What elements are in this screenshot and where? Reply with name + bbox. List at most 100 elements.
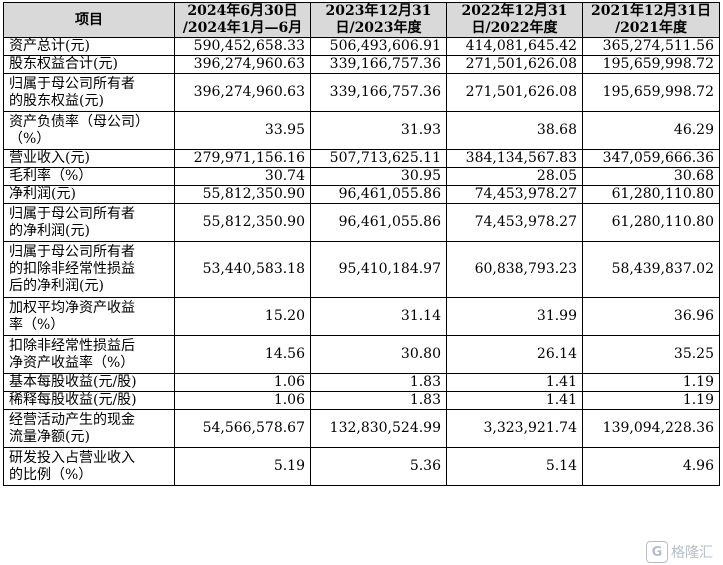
row-value: 38.68	[446, 111, 583, 150]
table-row: 净利润(元) 55,812,350.90 96,461,055.86 74,453,9…	[3, 185, 720, 204]
header-2021: 2021年12月31日 /2021年度	[582, 2, 720, 38]
row-value: 54,566,578.67	[174, 409, 311, 448]
header-2023: 2023年12月31 日/2023年度	[310, 2, 447, 38]
table-row: 稀释每股收益(元/股) 1.06 1.83 1.41 1.19	[3, 391, 720, 410]
row-label: 扣除非经常性损益后 净资产收益率（%）	[3, 335, 175, 374]
row-value: 339,166,757.36	[310, 73, 447, 112]
row-value: 396,274,960.63	[174, 73, 311, 112]
row-label: 营业收入(元)	[3, 149, 175, 168]
row-label: 股东权益合计(元)	[3, 55, 175, 74]
row-value: 590,452,658.33	[174, 37, 311, 56]
table-row: 经营活动产生的现金 流量净额(元) 54,566,578.67 132,830,52…	[3, 409, 720, 448]
financial-data-table: 项目 2024年6月30日 /2024年1月—6月 2023年12月31 日/2…	[3, 2, 720, 486]
row-label: 研发投入占营业收入 的比例（%）	[3, 447, 175, 486]
table-row: 归属于母公司所有者 的净利润(元) 55,812,350.90 96,461,055…	[3, 203, 720, 242]
row-label: 资产负债率（母公司） （%）	[3, 111, 175, 150]
table-row: 毛利率（%） 30.74 30.95 28.05 30.68	[3, 167, 720, 186]
row-value: 53,440,583.18	[174, 241, 311, 298]
row-value: 1.83	[310, 373, 447, 392]
header-2021-text: 2021年12月31日 /2021年度	[591, 3, 711, 37]
row-value: 5.36	[310, 447, 447, 486]
row-value: 30.74	[174, 167, 311, 186]
row-label: 净利润(元)	[3, 185, 175, 204]
table-row: 归属于母公司所有者 的股东权益(元) 396,274,960.63 339,166,…	[3, 73, 720, 112]
row-value: 396,274,960.63	[174, 55, 311, 74]
row-value: 384,134,567.83	[446, 149, 583, 168]
header-2023-text: 2023年12月31 日/2023年度	[325, 3, 432, 37]
table-header-row: 项目 2024年6月30日 /2024年1月—6月 2023年12月31 日/2…	[3, 2, 720, 38]
table-row: 资产总计(元) 590,452,658.33 506,493,606.91 414,0…	[3, 37, 720, 56]
row-value: 96,461,055.86	[310, 185, 447, 204]
row-value: 1.19	[582, 391, 720, 410]
row-value: 30.80	[310, 335, 447, 374]
row-value: 506,493,606.91	[310, 37, 447, 56]
row-value: 15.20	[174, 297, 311, 336]
row-value: 414,081,645.42	[446, 37, 583, 56]
row-label: 加权平均净资产收益 率（%）	[3, 297, 175, 336]
table-row: 归属于母公司所有者 的扣除非经常性损益 后的净利润(元) 53,440,583.1…	[3, 241, 720, 298]
row-value: 74,453,978.27	[446, 203, 583, 242]
watermark-text: 格隆汇	[671, 545, 713, 561]
table-row: 加权平均净资产收益 率（%） 15.20 31.14 31.99 36.96	[3, 297, 720, 336]
header-2024h1: 2024年6月30日 /2024年1月—6月	[174, 2, 311, 38]
row-value: 61,280,110.80	[582, 185, 720, 204]
row-value: 1.19	[582, 373, 720, 392]
row-label: 毛利率（%）	[3, 167, 175, 186]
row-value: 55,812,350.90	[174, 185, 311, 204]
row-value: 31.93	[310, 111, 447, 150]
row-label: 稀释每股收益(元/股)	[3, 391, 175, 410]
row-value: 60,838,793.23	[446, 241, 583, 298]
header-2022: 2022年12月31 日/2022年度	[446, 2, 583, 38]
watermark: G 格隆汇	[646, 541, 713, 563]
row-value: 26.14	[446, 335, 583, 374]
header-2024h1-text: 2024年6月30日 /2024年1月—6月	[182, 3, 303, 37]
row-value: 74,453,978.27	[446, 185, 583, 204]
row-label: 基本每股收益(元/股)	[3, 373, 175, 392]
row-value: 347,059,666.36	[582, 149, 720, 168]
row-value: 46.29	[582, 111, 720, 150]
row-label: 归属于母公司所有者 的扣除非经常性损益 后的净利润(元)	[3, 241, 175, 298]
row-value: 30.68	[582, 167, 720, 186]
row-value: 1.41	[446, 373, 583, 392]
row-value: 4.96	[582, 447, 720, 486]
row-label: 归属于母公司所有者 的净利润(元)	[3, 203, 175, 242]
row-value: 96,461,055.86	[310, 203, 447, 242]
row-value: 3,323,921.74	[446, 409, 583, 448]
row-value: 271,501,626.08	[446, 55, 583, 74]
row-value: 339,166,757.36	[310, 55, 447, 74]
row-value: 271,501,626.08	[446, 73, 583, 112]
row-value: 14.56	[174, 335, 311, 374]
row-label: 资产总计(元)	[3, 37, 175, 56]
table-row: 资产负债率（母公司） （%） 33.95 31.93 38.68 46.29	[3, 111, 720, 150]
table-row: 营业收入(元) 279,971,156.16 507,713,625.11 384,1…	[3, 149, 720, 168]
row-value: 5.14	[446, 447, 583, 486]
row-value: 95,410,184.97	[310, 241, 447, 298]
row-label: 归属于母公司所有者 的股东权益(元)	[3, 73, 175, 112]
row-value: 33.95	[174, 111, 311, 150]
header-2022-text: 2022年12月31 日/2022年度	[461, 3, 568, 37]
header-item: 项目	[3, 2, 175, 38]
row-value: 30.95	[310, 167, 447, 186]
row-label: 经营活动产生的现金 流量净额(元)	[3, 409, 175, 448]
row-value: 58,439,837.02	[582, 241, 720, 298]
row-value: 31.14	[310, 297, 447, 336]
gelonghui-logo-icon: G	[646, 541, 668, 563]
row-value: 55,812,350.90	[174, 203, 311, 242]
row-value: 139,094,228.36	[582, 409, 720, 448]
row-value: 35.25	[582, 335, 720, 374]
row-value: 28.05	[446, 167, 583, 186]
row-value: 1.83	[310, 391, 447, 410]
row-value: 132,830,524.99	[310, 409, 447, 448]
row-value: 36.96	[582, 297, 720, 336]
table-row: 基本每股收益(元/股) 1.06 1.83 1.41 1.19	[3, 373, 720, 392]
table-row: 研发投入占营业收入 的比例（%） 5.19 5.36 5.14 4.96	[3, 447, 720, 486]
row-value: 31.99	[446, 297, 583, 336]
row-value: 365,274,511.56	[582, 37, 720, 56]
row-value: 1.06	[174, 373, 311, 392]
row-value: 1.41	[446, 391, 583, 410]
row-value: 61,280,110.80	[582, 203, 720, 242]
table-row: 扣除非经常性损益后 净资产收益率（%） 14.56 30.80 26.14 35.25	[3, 335, 720, 374]
row-value: 507,713,625.11	[310, 149, 447, 168]
table-row: 股东权益合计(元) 396,274,960.63 339,166,757.36 271…	[3, 55, 720, 74]
row-value: 195,659,998.72	[582, 73, 720, 112]
